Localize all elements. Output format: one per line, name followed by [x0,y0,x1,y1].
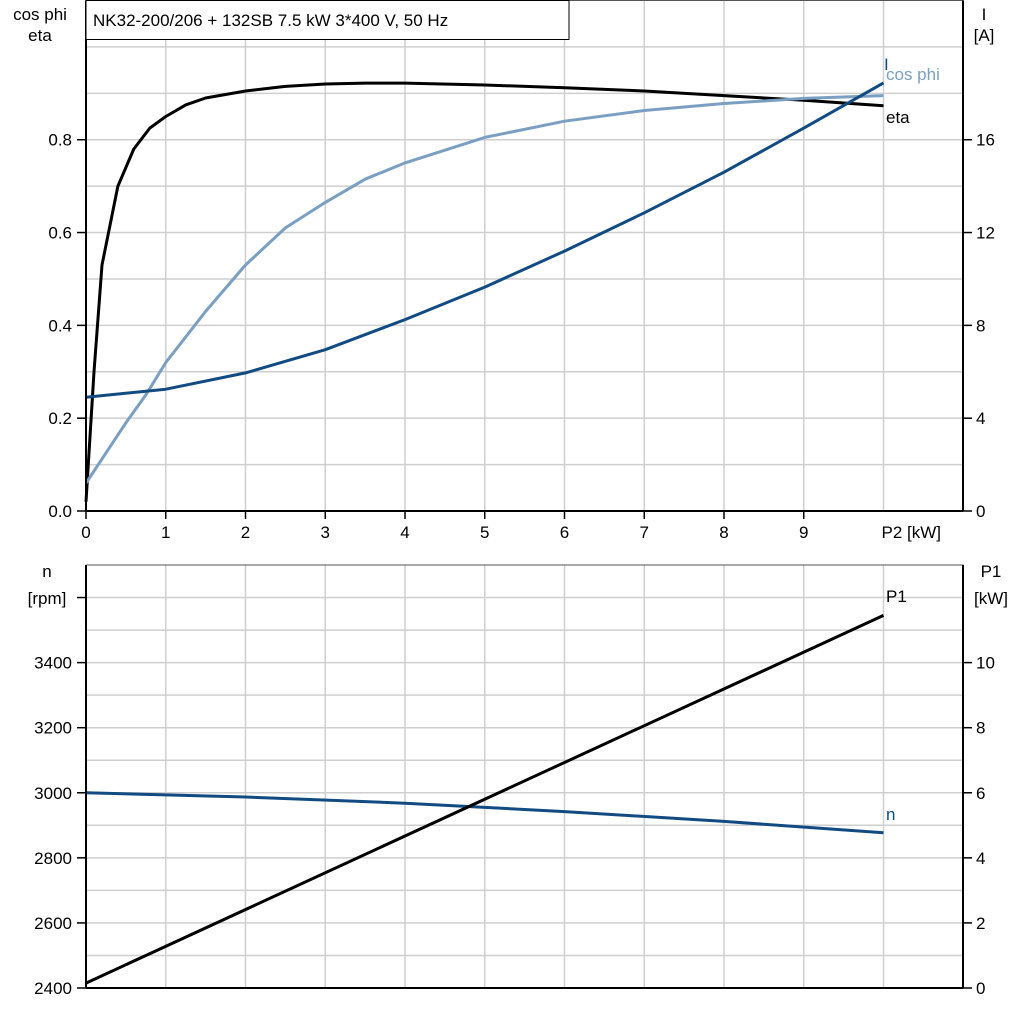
series-I-line [85,81,885,399]
series-n-line [85,791,884,835]
right-axis-label: [A] [974,26,995,45]
left-tick-label: 2400 [34,979,72,998]
series-label-cos-phi: cos phi [886,65,940,84]
x-tick-label: 0 [81,523,90,542]
plot-frame [85,564,964,989]
series-label-I: I [884,55,889,74]
plot-frame [85,0,964,512]
left-tick-label: 3400 [34,654,72,673]
x-tick-label: 1 [161,523,170,542]
x-tick-label: 3 [321,523,330,542]
series-cos-phi-line [84,94,884,485]
x-tick-label: 6 [560,523,569,542]
x-axis-label: P2 [kW] [882,523,942,542]
left-tick-label: 0.2 [48,409,72,428]
x-tick-label: 4 [400,523,409,542]
left-tick-label: 2600 [34,914,72,933]
series-P1-line [85,614,885,985]
series-label-P1: P1 [886,587,907,606]
chart-title: NK32-200/206 + 132SB 7.5 kW 3*400 V, 50 … [93,11,448,30]
left-tick-label: 0.0 [48,502,72,521]
series-label-eta: eta [886,108,910,127]
right-axis-label: P1 [981,562,1002,581]
left-tick-label: 2800 [34,849,72,868]
series-label-n: n [886,805,895,824]
left-axis-label: [rpm] [28,589,67,608]
x-tick-label: 9 [799,523,808,542]
left-axis-label: n [42,562,51,581]
right-tick-label: 6 [976,784,985,803]
title-box [85,0,570,40]
right-tick-label: 16 [976,131,995,150]
left-tick-label: 0.6 [48,224,72,243]
right-tick-label: 4 [976,849,985,868]
x-tick-label: 7 [640,523,649,542]
right-axis-label: [kW] [974,589,1008,608]
right-tick-label: 0 [976,502,985,521]
right-tick-label: 8 [976,316,985,335]
x-tick-label: 8 [719,523,728,542]
left-tick-label: 3200 [34,719,72,738]
right-tick-label: 0 [976,979,985,998]
right-tick-label: 12 [976,224,995,243]
right-axis-label: I [982,5,987,24]
right-tick-label: 4 [976,409,985,428]
right-tick-label: 2 [976,914,985,933]
series-eta-line [84,81,884,502]
left-tick-label: 0.8 [48,131,72,150]
left-tick-label: 3000 [34,784,72,803]
left-axis-label: eta [28,26,52,45]
left-axis-label: cos phi [13,5,67,24]
right-tick-label: 8 [976,719,985,738]
x-tick-label: 2 [241,523,250,542]
left-tick-label: 0.4 [48,316,72,335]
x-tick-label: 5 [480,523,489,542]
right-tick-label: 10 [976,654,995,673]
